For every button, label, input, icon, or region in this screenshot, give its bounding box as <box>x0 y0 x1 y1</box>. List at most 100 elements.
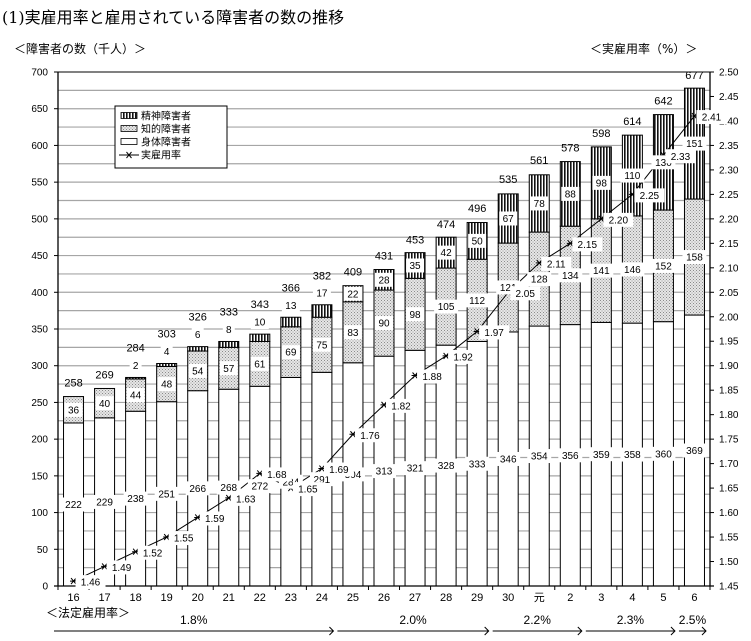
label-mental-bg <box>250 315 269 330</box>
right-tick-label: 1.45 <box>719 582 739 593</box>
label-mental: 10 <box>254 318 266 329</box>
label-intellectual: 121 <box>500 283 517 294</box>
label-rate-bg <box>354 428 385 443</box>
label-physical-bg <box>372 464 396 479</box>
label-intellectual-bg <box>406 307 425 322</box>
label-rate: 2.05 <box>515 289 535 300</box>
label-physical: 328 <box>438 461 455 472</box>
left-tick-label: 200 <box>31 435 48 446</box>
label-total: 561 <box>530 155 548 167</box>
label-mental-bg <box>312 285 331 300</box>
label-total: 258 <box>64 378 82 390</box>
right-tick-label: 2.30 <box>719 165 739 176</box>
label-rate: 2.33 <box>671 152 691 163</box>
label-intellectual-bg <box>157 377 176 392</box>
label-physical: 313 <box>376 467 393 478</box>
label-total: 284 <box>126 342 144 354</box>
x-tick-label: 18 <box>129 592 141 604</box>
label-intellectual: 146 <box>624 265 641 276</box>
label-rate: 2.11 <box>547 260 566 271</box>
right-tick-label: 2.45 <box>719 92 739 103</box>
label-physical-bg <box>154 486 179 501</box>
label-intellectual: 69 <box>285 348 297 359</box>
label-rate-bg <box>230 491 261 506</box>
label-total: 677 <box>685 70 703 82</box>
right-tick-label: 1.65 <box>719 484 739 495</box>
label-intellectual: 105 <box>438 302 455 313</box>
label-total: 598 <box>592 128 610 140</box>
label-intellectual-bg <box>589 263 614 278</box>
legal-rate-value: 2.5% <box>679 613 707 627</box>
label-rate-bg <box>634 188 665 203</box>
label-physical-bg <box>682 443 707 458</box>
label-mental: 6 <box>195 330 201 341</box>
label-intellectual: 36 <box>68 405 80 416</box>
x-tick-label: 20 <box>192 592 204 604</box>
label-mental-bg <box>222 322 235 337</box>
label-physical: 369 <box>686 446 703 457</box>
label-mental-bg <box>437 245 456 260</box>
label-intellectual: 98 <box>409 310 421 321</box>
legend-swatch-mental <box>120 112 138 119</box>
label-physical-bg <box>92 494 117 509</box>
label-mental-bg <box>620 168 645 183</box>
right-tick-label: 2.20 <box>719 214 739 225</box>
legend-swatch-intellectual <box>120 125 138 132</box>
label-intellectual-bg <box>375 316 393 331</box>
label-rate-bg <box>137 545 168 560</box>
label-rate-bg <box>106 560 137 575</box>
label-intellectual: 141 <box>593 266 610 277</box>
x-tick-label: 17 <box>98 592 110 604</box>
label-physical-bg <box>558 448 583 463</box>
label-physical: 354 <box>531 452 548 463</box>
label-rate: 1.68 <box>267 470 287 481</box>
label-intellectual-bg <box>343 325 362 340</box>
label-rate-bg <box>603 212 634 227</box>
x-tick-label: 25 <box>347 592 359 604</box>
legend-label: 知的障害者 <box>141 123 191 136</box>
x-tick-label: 4 <box>629 592 635 604</box>
label-mental-bg <box>682 136 707 151</box>
label-physical: 266 <box>189 484 206 495</box>
label-mental-bg <box>530 196 549 211</box>
label-intellectual-bg <box>312 337 331 352</box>
label-rate-bg <box>168 531 199 546</box>
chart-title: (1)実雇用率と雇用されている障害者の数の推移 <box>2 8 345 27</box>
bar-segment <box>187 346 209 352</box>
label-rate: 2.20 <box>609 215 629 226</box>
legal-rate-value: 1.8% <box>180 613 208 627</box>
label-physical: 346 <box>500 455 517 466</box>
label-mental: 28 <box>378 275 390 286</box>
label-physical-bg <box>589 447 614 462</box>
label-intellectual: 54 <box>192 366 204 377</box>
label-rate-bg <box>541 256 572 271</box>
label-intellectual-bg <box>651 258 676 273</box>
label-total: 578 <box>561 143 579 155</box>
label-mental-bg <box>406 258 425 273</box>
label-intellectual: 152 <box>655 261 672 272</box>
arrow-head-icon <box>701 626 707 636</box>
label-physical: 358 <box>624 450 641 461</box>
label-mental-bg <box>281 298 300 313</box>
label-mental: 98 <box>596 178 608 189</box>
x-tick-label: 6 <box>691 592 697 604</box>
label-physical-bg <box>651 446 676 461</box>
label-physical: 321 <box>407 464 424 475</box>
right-tick-label: 2.40 <box>719 116 739 127</box>
label-physical: 333 <box>469 459 486 470</box>
bar-segment <box>218 340 240 348</box>
label-intellectual-bg <box>465 293 490 308</box>
bar-segment <box>249 333 271 342</box>
left-tick-label: 150 <box>31 471 48 482</box>
left-tick-label: 250 <box>31 398 48 409</box>
label-physical: 238 <box>127 494 144 505</box>
left-tick-label: 450 <box>31 251 48 262</box>
label-physical-bg <box>620 447 645 462</box>
legal-rate-value: 2.0% <box>399 613 427 627</box>
label-intellectual-bg <box>126 388 145 403</box>
x-tick-label: 19 <box>161 592 173 604</box>
label-rate: 1.63 <box>236 494 256 505</box>
label-physical: 251 <box>158 489 175 500</box>
right-tick-label: 1.95 <box>719 337 739 348</box>
